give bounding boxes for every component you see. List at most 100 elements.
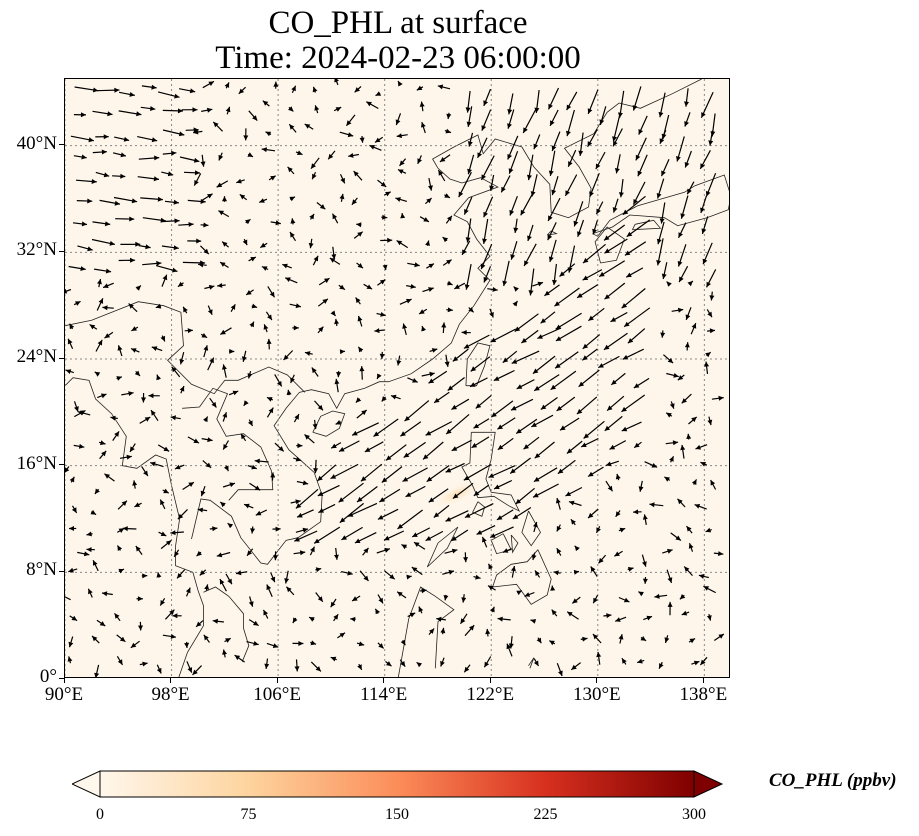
wind-arrow bbox=[428, 488, 449, 503]
wind-arrow bbox=[396, 133, 408, 139]
wind-arrow bbox=[440, 657, 445, 667]
wind-arrow bbox=[247, 371, 253, 379]
wind-arrow bbox=[219, 261, 229, 269]
wind-arrow bbox=[633, 509, 642, 515]
y-tick-mark bbox=[59, 677, 64, 679]
wind-arrow bbox=[467, 132, 474, 147]
wind-arrow bbox=[592, 594, 599, 604]
wind-arrow bbox=[240, 433, 247, 442]
wind-arrow bbox=[556, 396, 576, 412]
colorbar-body bbox=[99, 770, 695, 798]
wind-arrow bbox=[531, 414, 554, 428]
wind-arrow bbox=[138, 621, 143, 631]
wind-arrow bbox=[90, 509, 97, 516]
wind-arrow bbox=[582, 334, 601, 350]
wind-arrow bbox=[476, 525, 496, 535]
wind-arrow bbox=[407, 612, 416, 618]
wind-arrow bbox=[118, 110, 142, 117]
wind-arrow bbox=[239, 193, 248, 201]
wind-arrow bbox=[356, 486, 378, 503]
x-tick-label: 130°E bbox=[572, 684, 621, 705]
wind-arrow bbox=[534, 570, 541, 578]
wind-arrow bbox=[156, 572, 162, 578]
wind-arrow bbox=[467, 154, 475, 175]
wind-arrow bbox=[665, 412, 673, 418]
wind-arrow bbox=[291, 85, 297, 93]
wind-arrow bbox=[69, 323, 75, 330]
wind-arrow bbox=[150, 461, 164, 468]
wind-arrow bbox=[678, 265, 689, 283]
wind-arrow bbox=[447, 377, 465, 391]
wind-arrow bbox=[399, 659, 406, 667]
wind-arrow bbox=[610, 372, 626, 386]
wind-arrow bbox=[483, 196, 494, 218]
wind-arrow bbox=[507, 135, 519, 160]
wind-arrow bbox=[184, 328, 193, 334]
wind-arrow bbox=[317, 326, 324, 334]
wind-arrow bbox=[587, 466, 604, 478]
wind-arrow bbox=[170, 530, 184, 536]
wind-arrow bbox=[201, 437, 213, 443]
wind-arrow bbox=[618, 90, 625, 118]
coastline bbox=[203, 586, 250, 662]
wind-arrow bbox=[134, 370, 141, 377]
wind-arrow bbox=[224, 465, 229, 472]
wind-arrow bbox=[444, 193, 451, 199]
wind-arrow bbox=[582, 269, 603, 281]
wind-arrow bbox=[658, 92, 666, 118]
wind-arrow bbox=[362, 547, 369, 556]
wind-arrow bbox=[94, 488, 100, 495]
wind-arrow bbox=[357, 663, 363, 671]
wind-arrow bbox=[400, 421, 422, 437]
wind-arrow bbox=[184, 641, 190, 649]
wind-arrow bbox=[612, 198, 619, 213]
wind-arrow bbox=[515, 418, 538, 434]
wind-arrow bbox=[416, 85, 424, 91]
wind-arrow bbox=[550, 370, 577, 391]
wind-arrow bbox=[548, 640, 556, 646]
wind-arrow bbox=[677, 498, 686, 508]
wind-arrow bbox=[68, 636, 74, 648]
wind-arrow bbox=[576, 284, 599, 299]
wind-arrow bbox=[282, 263, 292, 269]
wind-arrow bbox=[473, 484, 490, 497]
x-tick-label: 106°E bbox=[253, 684, 301, 705]
wind-arrow bbox=[638, 480, 644, 492]
wind-arrow bbox=[540, 311, 556, 324]
coastline bbox=[521, 510, 541, 547]
wind-arrow bbox=[452, 482, 474, 499]
wind-arrow bbox=[514, 313, 539, 332]
wind-arrow bbox=[490, 328, 517, 343]
wind-arrow bbox=[243, 400, 249, 407]
wind-arrow bbox=[310, 640, 317, 646]
wind-arrow bbox=[351, 595, 361, 602]
coastline bbox=[546, 230, 558, 236]
wind-arrow bbox=[425, 530, 444, 542]
wind-arrow bbox=[512, 506, 532, 520]
wind-arrow bbox=[446, 112, 452, 120]
wind-arrow bbox=[573, 201, 584, 227]
wind-arrow bbox=[274, 374, 283, 387]
wind-arrow bbox=[489, 526, 514, 539]
wind-arrow bbox=[374, 328, 385, 334]
wind-arrow bbox=[65, 596, 71, 601]
wind-arrow bbox=[374, 136, 384, 143]
wind-arrow bbox=[533, 374, 560, 392]
wind-arrow bbox=[532, 281, 544, 287]
x-tick-label: 90°E bbox=[44, 684, 84, 705]
wind-arrow bbox=[338, 482, 364, 503]
wind-arrow bbox=[139, 416, 151, 424]
wind-arrow bbox=[374, 608, 380, 615]
wind-arrow bbox=[330, 310, 336, 317]
wind-arrow bbox=[312, 255, 319, 266]
coastline bbox=[594, 226, 625, 264]
wind-arrow bbox=[248, 619, 259, 627]
wind-arrow bbox=[704, 361, 710, 374]
wind-arrow bbox=[614, 616, 627, 622]
wind-arrow bbox=[68, 265, 86, 271]
wind-arrow bbox=[419, 101, 425, 112]
wind-arrow bbox=[700, 196, 707, 214]
wind-arrow bbox=[707, 328, 716, 334]
wind-arrow bbox=[489, 308, 494, 318]
wind-arrow bbox=[402, 467, 428, 483]
